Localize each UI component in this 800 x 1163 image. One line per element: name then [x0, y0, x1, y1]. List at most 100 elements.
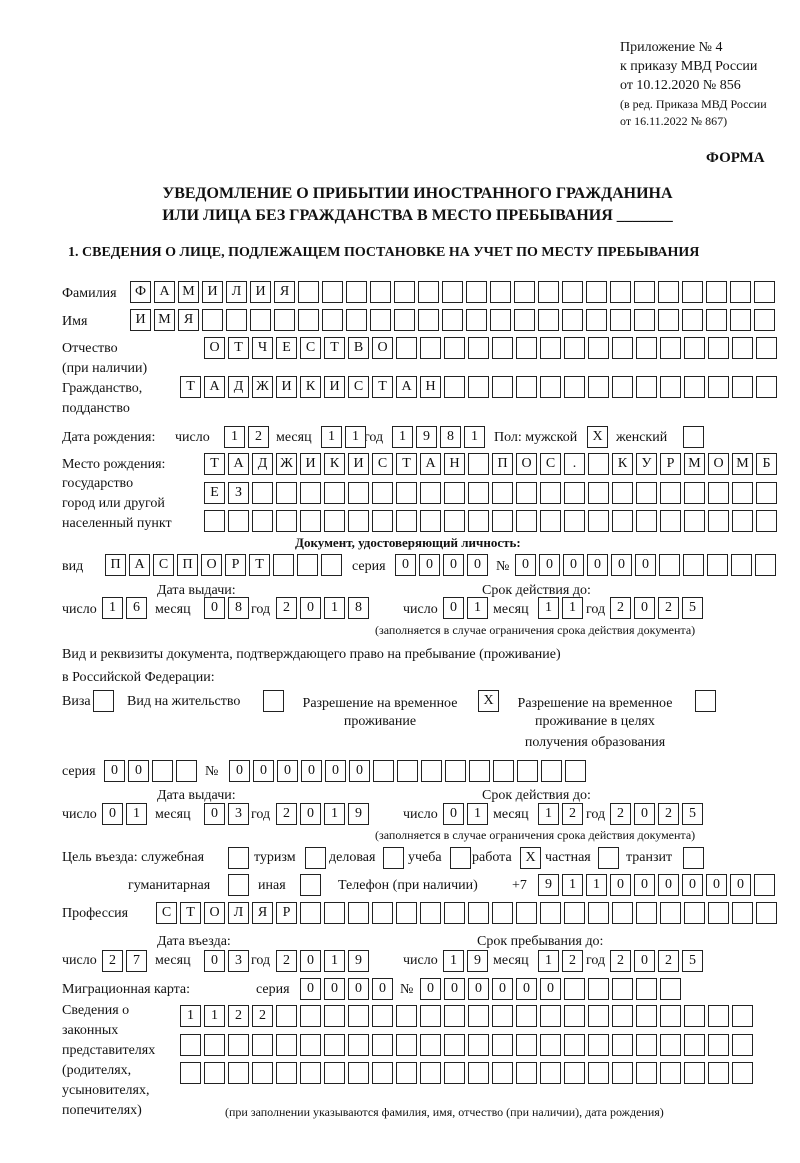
- reps-1-cell[interactable]: [492, 1005, 513, 1027]
- reps-1-cell[interactable]: [708, 1005, 729, 1027]
- reps-1-cell[interactable]: [564, 1005, 585, 1027]
- doc-issue-year-cell[interactable]: 0: [300, 597, 321, 619]
- birth-year-cell[interactable]: 1: [392, 426, 413, 448]
- purpose-humanitarian-cell[interactable]: [228, 874, 249, 896]
- doc-kind-cell[interactable]: П: [105, 554, 126, 576]
- birth-place-3-cell[interactable]: [348, 510, 369, 532]
- name-cell[interactable]: [418, 309, 439, 331]
- patronymic-cell[interactable]: Ч: [252, 337, 273, 359]
- birth-place-2-cell[interactable]: [756, 482, 777, 504]
- profession-cell[interactable]: [348, 902, 369, 924]
- reps-3-cell[interactable]: [636, 1062, 657, 1084]
- citizenship-cell[interactable]: [468, 376, 489, 398]
- reps-2-cell[interactable]: [348, 1034, 369, 1056]
- birth-place-1-cell[interactable]: Т: [204, 453, 225, 475]
- doc-valid-year-cell[interactable]: 2: [610, 597, 631, 619]
- doc-series-cell[interactable]: 0: [419, 554, 440, 576]
- reps-3-cell[interactable]: [444, 1062, 465, 1084]
- doc-kind-cell[interactable]: Р: [225, 554, 246, 576]
- name-cell[interactable]: [250, 309, 271, 331]
- birth-place-1-cell[interactable]: И: [348, 453, 369, 475]
- permit-number-cell[interactable]: [445, 760, 466, 782]
- reps-2-cell[interactable]: [516, 1034, 537, 1056]
- citizenship-cell[interactable]: [660, 376, 681, 398]
- birth-place-2-cell[interactable]: [564, 482, 585, 504]
- reps-3-cell[interactable]: [540, 1062, 561, 1084]
- surname-cell[interactable]: А: [154, 281, 175, 303]
- patronymic-cell[interactable]: [492, 337, 513, 359]
- patronymic-cell[interactable]: [396, 337, 417, 359]
- purpose-private-cell[interactable]: [598, 847, 619, 869]
- reps-2-cell[interactable]: [540, 1034, 561, 1056]
- birth-place-2-cell[interactable]: [348, 482, 369, 504]
- name-cell[interactable]: [562, 309, 583, 331]
- permit-number-cell[interactable]: 0: [349, 760, 370, 782]
- reps-3-cell[interactable]: [732, 1062, 753, 1084]
- birth-place-2-cell[interactable]: [732, 482, 753, 504]
- permit-number-cell[interactable]: [493, 760, 514, 782]
- reps-1-cell[interactable]: [468, 1005, 489, 1027]
- birth-place-2-cell[interactable]: [324, 482, 345, 504]
- phone-cell[interactable]: 0: [730, 874, 751, 896]
- doc-issue-day-cell[interactable]: 1: [102, 597, 123, 619]
- citizenship-cell[interactable]: [588, 376, 609, 398]
- doc-series-cell[interactable]: 0: [395, 554, 416, 576]
- birth-place-2-cell[interactable]: [492, 482, 513, 504]
- reps-3-cell[interactable]: [564, 1062, 585, 1084]
- citizenship-cell[interactable]: [492, 376, 513, 398]
- reps-1-cell[interactable]: [372, 1005, 393, 1027]
- entry-year-cell[interactable]: 1: [324, 950, 345, 972]
- surname-cell[interactable]: [586, 281, 607, 303]
- birth-place-1-cell[interactable]: .: [564, 453, 585, 475]
- profession-cell[interactable]: [300, 902, 321, 924]
- surname-cell[interactable]: [322, 281, 343, 303]
- birth-place-3-cell[interactable]: [444, 510, 465, 532]
- surname-cell[interactable]: [634, 281, 655, 303]
- reps-2-cell[interactable]: [396, 1034, 417, 1056]
- reps-3-cell[interactable]: [492, 1062, 513, 1084]
- patronymic-cell[interactable]: С: [300, 337, 321, 359]
- birth-place-3-cell[interactable]: [660, 510, 681, 532]
- mc-number-cell[interactable]: 0: [540, 978, 561, 1000]
- birth-place-2-cell[interactable]: [396, 482, 417, 504]
- birth-place-3-cell[interactable]: [612, 510, 633, 532]
- citizenship-cell[interactable]: [444, 376, 465, 398]
- mc-series-cell[interactable]: 0: [372, 978, 393, 1000]
- surname-cell[interactable]: [418, 281, 439, 303]
- mc-number-cell[interactable]: [612, 978, 633, 1000]
- reps-2-cell[interactable]: [276, 1034, 297, 1056]
- patronymic-cell[interactable]: [684, 337, 705, 359]
- reps-3-cell[interactable]: [684, 1062, 705, 1084]
- birth-place-1-cell[interactable]: О: [516, 453, 537, 475]
- reps-1-cell[interactable]: [444, 1005, 465, 1027]
- citizenship-cell[interactable]: С: [348, 376, 369, 398]
- reps-1-cell[interactable]: [612, 1005, 633, 1027]
- citizenship-cell[interactable]: И: [324, 376, 345, 398]
- reps-1-cell[interactable]: [660, 1005, 681, 1027]
- surname-cell[interactable]: [490, 281, 511, 303]
- doc-valid-day-cell[interactable]: 0: [443, 597, 464, 619]
- citizenship-cell[interactable]: К: [300, 376, 321, 398]
- profession-cell[interactable]: [324, 902, 345, 924]
- birth-place-3-cell[interactable]: [468, 510, 489, 532]
- name-cell[interactable]: [322, 309, 343, 331]
- permit-number-cell[interactable]: 0: [301, 760, 322, 782]
- surname-cell[interactable]: [730, 281, 751, 303]
- citizenship-cell[interactable]: А: [204, 376, 225, 398]
- patronymic-cell[interactable]: [468, 337, 489, 359]
- birth-place-2-cell[interactable]: [300, 482, 321, 504]
- permit-number-cell[interactable]: [373, 760, 394, 782]
- birth-place-3-cell[interactable]: [252, 510, 273, 532]
- profession-cell[interactable]: Я: [252, 902, 273, 924]
- entry-month-cell[interactable]: 0: [204, 950, 225, 972]
- birth-place-3-cell[interactable]: [276, 510, 297, 532]
- doc-issue-year-cell[interactable]: 2: [276, 597, 297, 619]
- permit-number-cell[interactable]: 0: [229, 760, 250, 782]
- birth-year-cell[interactable]: 1: [464, 426, 485, 448]
- citizenship-cell[interactable]: Т: [372, 376, 393, 398]
- birth-place-3-cell[interactable]: [564, 510, 585, 532]
- birth-place-2-cell[interactable]: [276, 482, 297, 504]
- name-cell[interactable]: [730, 309, 751, 331]
- permit-issue-month-cell[interactable]: 0: [204, 803, 225, 825]
- profession-cell[interactable]: [660, 902, 681, 924]
